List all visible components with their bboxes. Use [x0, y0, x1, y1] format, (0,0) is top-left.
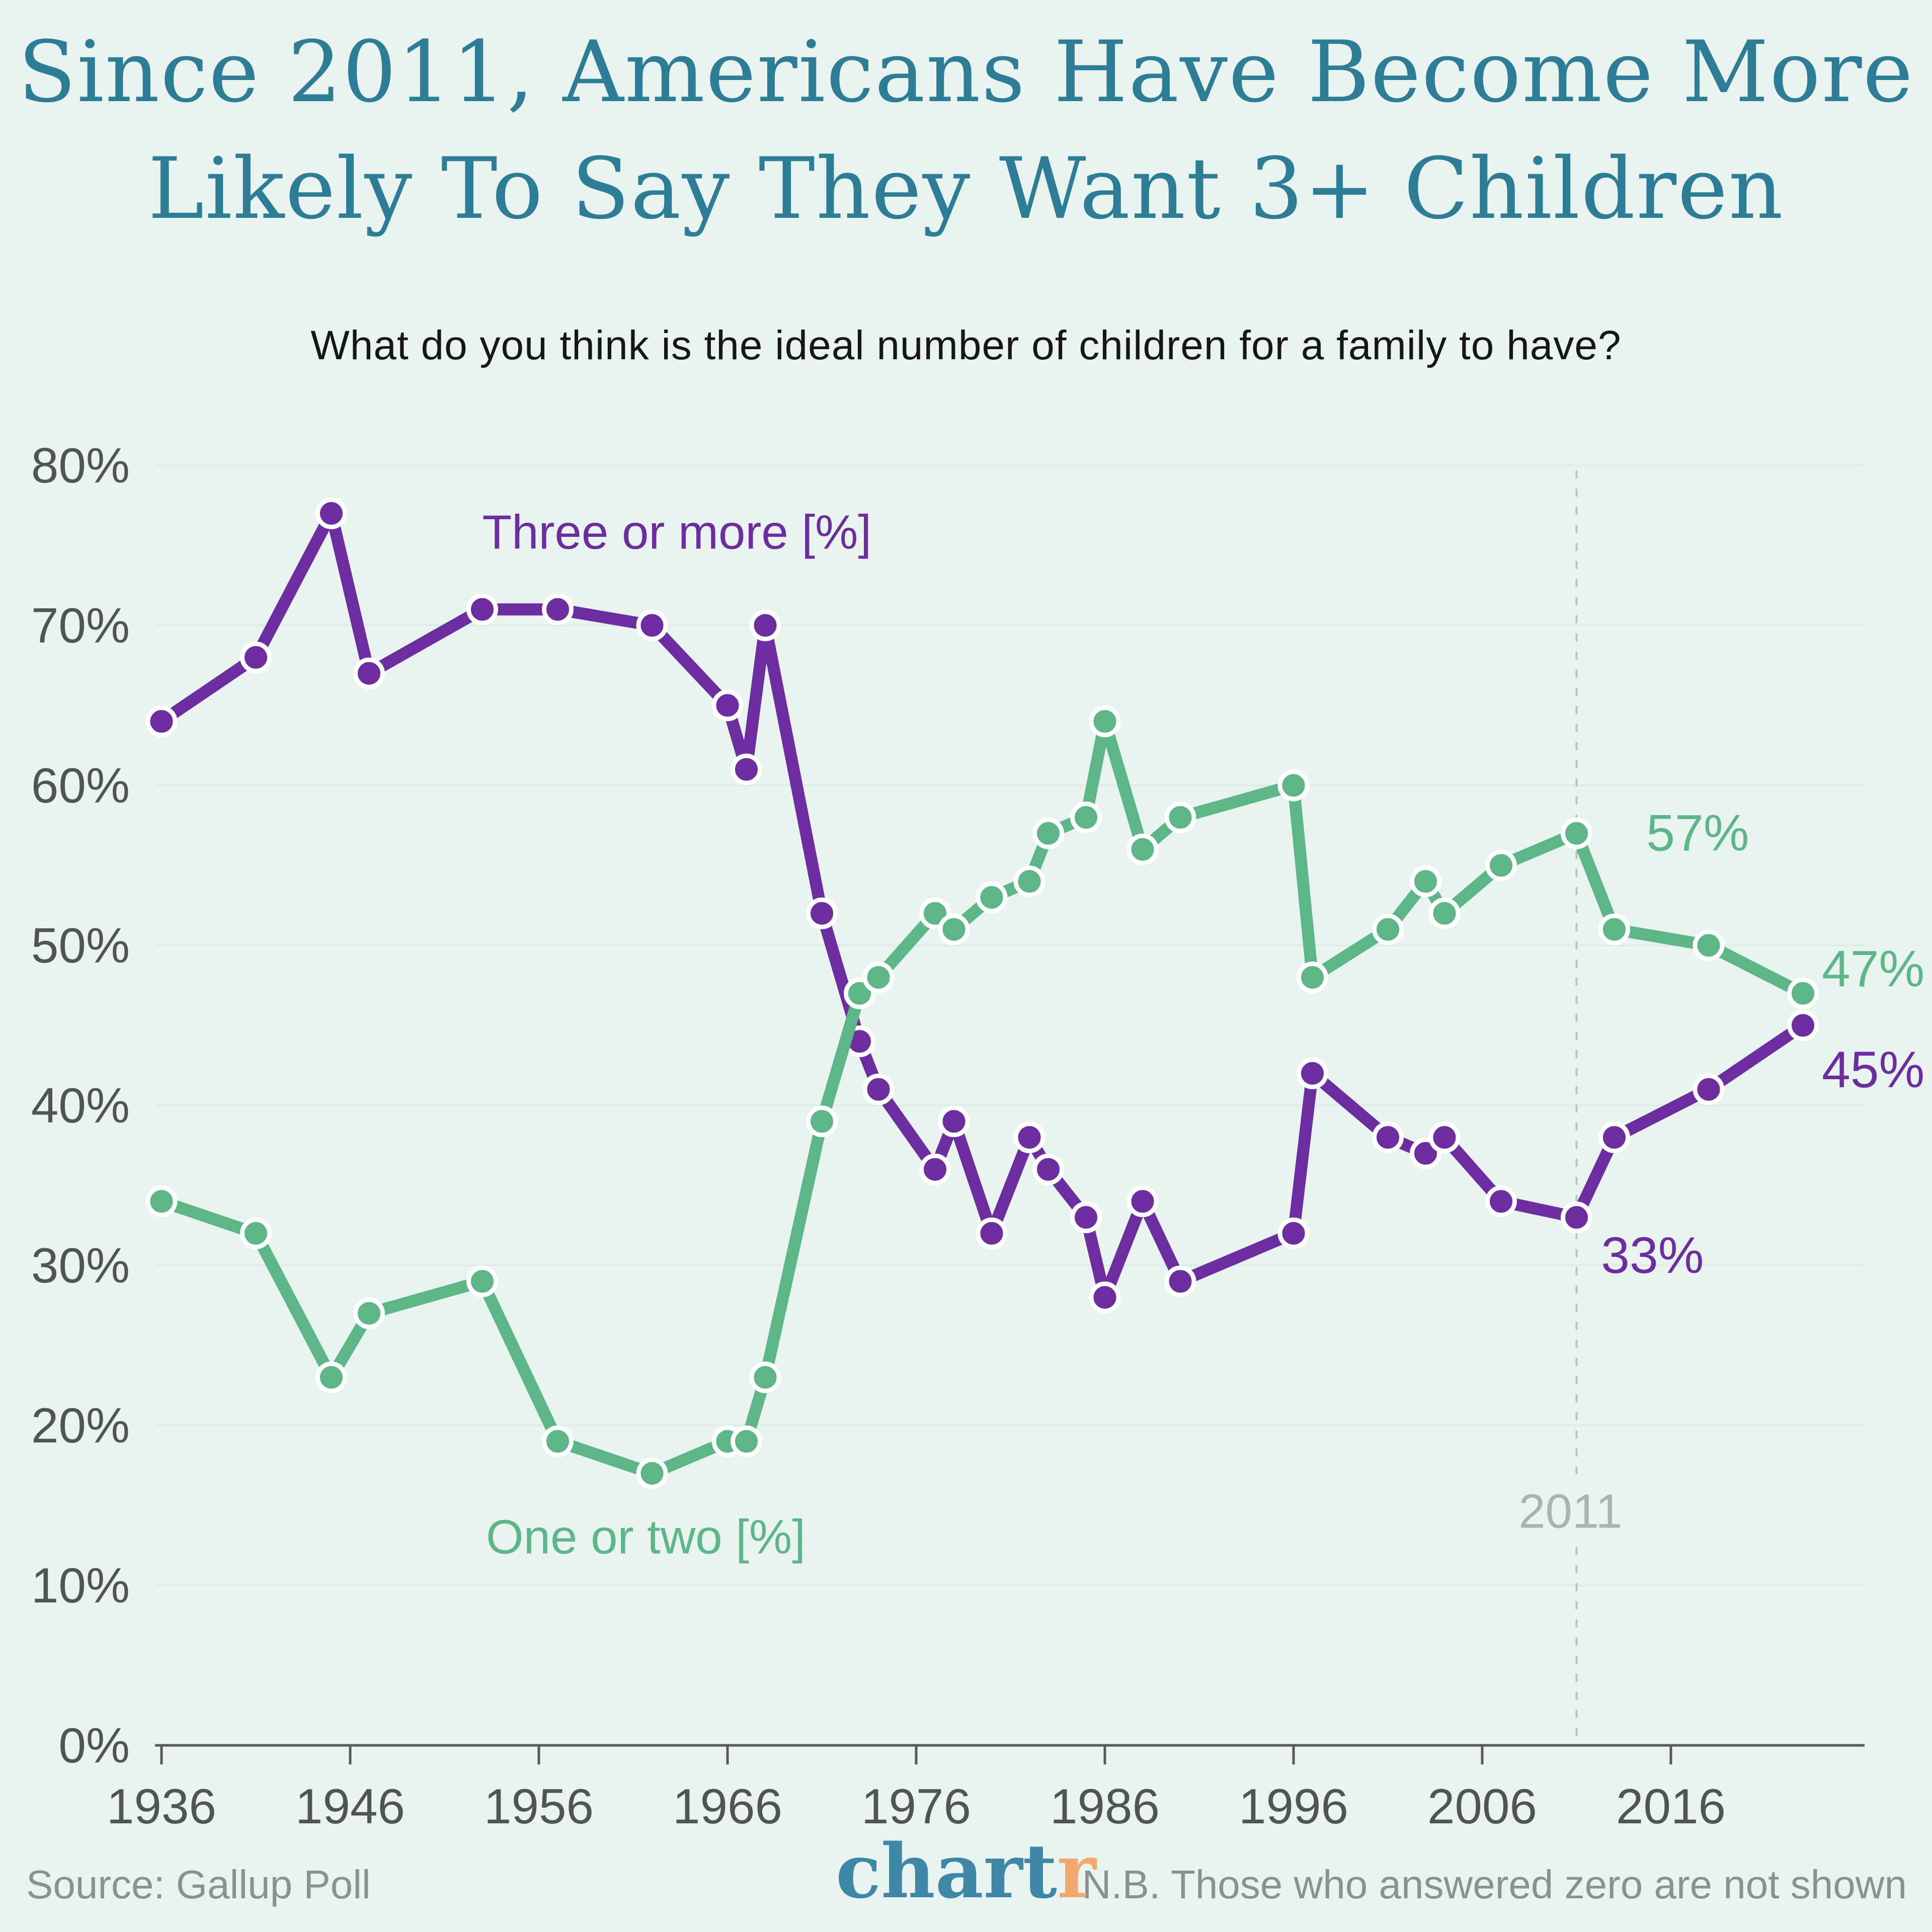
data-point-one-or-two-1953	[466, 1265, 498, 1298]
y-tick-label-50: 50%	[31, 918, 130, 973]
data-point-three-or-more-1957	[542, 593, 574, 625]
data-point-three-or-more-1971	[806, 897, 838, 929]
data-point-three-or-more-1947	[353, 657, 385, 689]
page-title-line1: Since 2011, Americans Have Become More	[18, 23, 1914, 121]
data-point-three-or-more-1990	[1164, 1265, 1196, 1298]
data-point-three-or-more-1982	[1013, 1121, 1045, 1154]
data-point-one-or-two-1945	[315, 1361, 347, 1394]
data-point-one-or-two-1988	[1126, 833, 1159, 865]
data-point-three-or-more-1988	[1126, 1185, 1159, 1218]
data-point-three-or-more-1983	[1032, 1153, 1064, 1185]
data-point-one-or-two-1974	[862, 961, 895, 994]
data-point-three-or-more-1941	[240, 641, 272, 674]
data-point-one-or-two-1936	[145, 1185, 178, 1218]
data-point-one-or-two-1980	[976, 881, 1008, 914]
data-point-one-or-two-1962	[636, 1457, 668, 1489]
y-tick-label-0: 0%	[58, 1718, 130, 1773]
data-point-three-or-more-2011	[1561, 1201, 1592, 1234]
data-point-one-or-two-2003	[1410, 865, 1441, 898]
data-point-one-or-two-2007	[1485, 849, 1517, 881]
x-tick-label-2016: 2016	[1616, 1779, 1726, 1834]
data-point-one-or-two-1968	[749, 1361, 781, 1394]
footnote: N.B. Those who answered zero are not sho…	[1082, 1862, 1907, 1907]
data-point-three-or-more-1966	[711, 689, 744, 721]
data-point-one-or-two-2011	[1561, 817, 1592, 849]
data-point-three-or-more-1997	[1297, 1057, 1328, 1089]
data-point-three-or-more-2004	[1428, 1121, 1461, 1154]
y-tick-label-70: 70%	[31, 598, 130, 653]
data-point-three-or-more-1974	[862, 1073, 895, 1105]
data-point-three-or-more-1953	[466, 593, 498, 625]
series-label-one-or-two: One or two [%]	[486, 1510, 806, 1564]
x-tick-label-1946: 1946	[295, 1779, 405, 1834]
y-tick-label-30: 30%	[31, 1238, 130, 1293]
data-point-three-or-more-2007	[1485, 1185, 1517, 1218]
x-tick-label-1996: 1996	[1239, 1779, 1348, 1834]
x-tick-label-1986: 1986	[1050, 1779, 1160, 1834]
data-point-three-or-more-1936	[145, 705, 178, 738]
data-point-one-or-two-1986	[1089, 705, 1121, 738]
page-title-line2: Likely To Say They Want 3+ Children	[148, 139, 1784, 238]
data-point-one-or-two-1957	[542, 1425, 574, 1458]
y-tick-label-40: 40%	[31, 1078, 130, 1133]
data-point-one-or-two-2013	[1598, 913, 1630, 945]
data-point-three-or-more-1985	[1070, 1201, 1102, 1234]
x-tick-label-1976: 1976	[861, 1779, 971, 1834]
data-point-three-or-more-2001	[1372, 1121, 1404, 1154]
data-point-one-or-two-2004	[1428, 897, 1461, 929]
y-tick-label-10: 10%	[31, 1558, 130, 1613]
data-point-one-or-two-1997	[1297, 961, 1328, 994]
data-point-one-or-two-1941	[240, 1217, 272, 1249]
data-point-one-or-two-1982	[1013, 865, 1045, 898]
data-point-one-or-two-1978	[938, 913, 970, 945]
data-point-one-or-two-1996	[1277, 769, 1310, 801]
point-label-57: 57%	[1646, 804, 1749, 861]
data-point-three-or-more-2013	[1598, 1121, 1630, 1154]
data-point-three-or-more-1996	[1277, 1217, 1310, 1249]
chartr-logo: chartr	[0, 1827, 1932, 1915]
series-label-three-or-more: Three or more [%]	[482, 506, 872, 559]
y-tick-label-80: 80%	[31, 438, 130, 493]
chartr-logo-chart: chart	[836, 1827, 1057, 1915]
data-point-three-or-more-1967	[731, 753, 762, 785]
vline-2011-label: 2011	[1518, 1485, 1622, 1539]
point-label-33: 33%	[1601, 1227, 1704, 1284]
chartr-logo-r: r	[1057, 1827, 1096, 1915]
data-point-three-or-more-2018	[1693, 1073, 1725, 1105]
data-point-one-or-two-1983	[1032, 817, 1064, 849]
data-point-three-or-more-1978	[938, 1105, 970, 1138]
data-point-one-or-two-2001	[1372, 913, 1404, 945]
x-tick-label-1956: 1956	[484, 1779, 594, 1834]
source-credit: Source: Gallup Poll	[26, 1862, 371, 1907]
data-point-three-or-more-1980	[976, 1217, 1008, 1249]
chart-subtitle: What do you think is the ideal number of…	[310, 323, 1622, 368]
data-point-three-or-more-2023	[1787, 1009, 1819, 1041]
data-point-one-or-two-1971	[806, 1105, 838, 1138]
footer: Source: Gallup Poll chartr N.B. Those wh…	[0, 1822, 1932, 1923]
data-point-one-or-two-1985	[1070, 801, 1102, 834]
data-point-one-or-two-1990	[1164, 801, 1196, 834]
point-label-45: 45%	[1822, 1041, 1924, 1098]
point-label-47: 47%	[1822, 940, 1924, 998]
series-line-one-or-two	[155, 715, 1809, 1480]
x-tick-label-2006: 2006	[1427, 1779, 1537, 1834]
x-tick-label-1936: 1936	[107, 1779, 216, 1834]
data-point-one-or-two-2023	[1787, 977, 1819, 1009]
y-tick-label-20: 20%	[31, 1398, 130, 1453]
data-point-three-or-more-1962	[636, 609, 668, 641]
data-point-three-or-more-1945	[315, 497, 347, 529]
y-tick-label-60: 60%	[31, 758, 130, 813]
x-tick-label-1966: 1966	[673, 1779, 782, 1834]
data-point-three-or-more-1968	[749, 609, 781, 641]
data-point-one-or-two-2018	[1693, 929, 1725, 961]
data-point-one-or-two-1967	[731, 1425, 762, 1458]
data-point-three-or-more-1986	[1089, 1281, 1121, 1314]
data-point-three-or-more-1977	[919, 1153, 951, 1185]
title-block: Since 2011, Americans Have Become More L…	[0, 14, 1932, 248]
data-point-one-or-two-1947	[353, 1297, 385, 1329]
